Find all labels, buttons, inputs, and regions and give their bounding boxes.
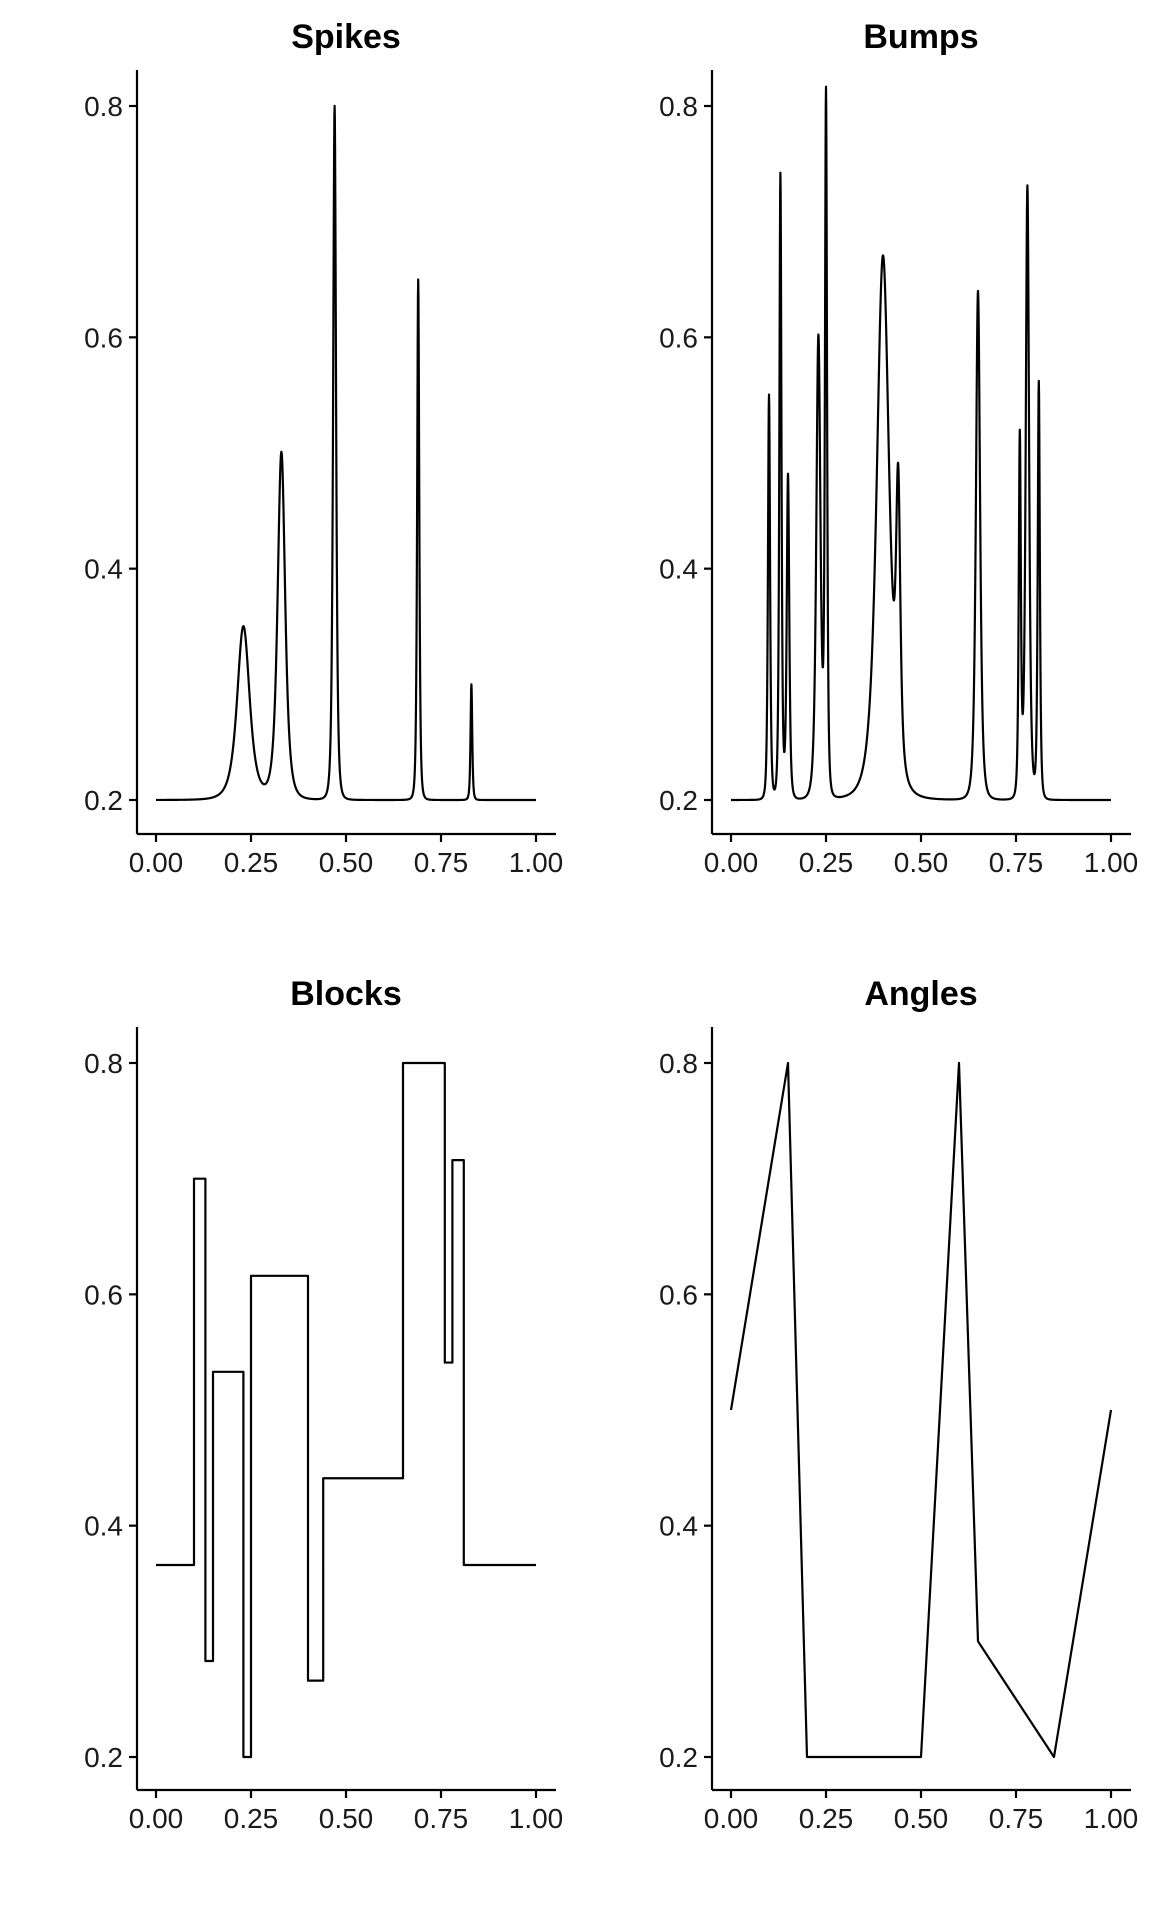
series-line bbox=[729, 1061, 1113, 1759]
y-tick-label: 0.8 bbox=[659, 91, 698, 122]
chart-title: Spikes bbox=[291, 18, 401, 56]
x-tick-label: 0.25 bbox=[224, 1803, 279, 1834]
y-tick-label: 0.8 bbox=[84, 91, 123, 122]
x-tick-label: 0.00 bbox=[129, 1803, 184, 1834]
chart-panel-bumps: Bumps 0.2 0.4 0.6 0.8 0.00 0.25 0.50 0.75 1.00 bbox=[659, 18, 1138, 878]
x-tick-label: 1.00 bbox=[509, 847, 564, 878]
y-tick-label: 0.6 bbox=[84, 322, 123, 353]
y-tick-label: 0.2 bbox=[659, 1742, 698, 1773]
chart-panel-blocks: Blocks 0.2 0.4 0.6 0.8 0.00 0.25 0.50 0.75 1.00 bbox=[84, 975, 563, 1834]
x-tick-label: 0.00 bbox=[704, 1803, 759, 1834]
chart-title: Bumps bbox=[863, 18, 978, 56]
x-tick-label: 0.75 bbox=[414, 1803, 469, 1834]
y-tick-label: 0.6 bbox=[84, 1279, 123, 1310]
x-tick-label: 0.50 bbox=[894, 1803, 949, 1834]
y-tick-label: 0.6 bbox=[659, 322, 698, 353]
y-tick-label: 0.4 bbox=[659, 554, 698, 585]
x-tick-label: 0.25 bbox=[799, 847, 854, 878]
y-tick-label: 0.2 bbox=[84, 1742, 123, 1773]
x-tick-label: 0.75 bbox=[989, 1803, 1044, 1834]
y-tick-label: 0.4 bbox=[84, 554, 123, 585]
x-tick-label: 1.00 bbox=[1084, 1803, 1139, 1834]
x-tick-label: 0.00 bbox=[704, 847, 759, 878]
chart-panel-angles: Angles 0.2 0.4 0.6 0.8 0.00 0.25 0.50 0.75 1.00 bbox=[659, 975, 1138, 1834]
series-line bbox=[730, 85, 1112, 802]
x-tick-label: 0.25 bbox=[224, 847, 279, 878]
x-tick-label: 1.00 bbox=[509, 1803, 564, 1834]
y-tick-label: 0.6 bbox=[659, 1279, 698, 1310]
chart-title: Blocks bbox=[290, 975, 402, 1013]
y-tick-label: 0.8 bbox=[84, 1048, 123, 1079]
x-tick-label: 1.00 bbox=[1084, 847, 1139, 878]
chart-panel-spikes: Spikes 0.2 0.4 0.6 0.8 0.00 0.25 0.50 0.75 1.00 bbox=[84, 18, 563, 878]
series-line bbox=[155, 104, 537, 802]
x-tick-label: 0.50 bbox=[319, 1803, 374, 1834]
y-tick-label: 0.8 bbox=[659, 1048, 698, 1079]
series-line bbox=[156, 1061, 536, 1759]
y-tick-label: 0.2 bbox=[84, 785, 123, 816]
y-tick-label: 0.4 bbox=[659, 1511, 698, 1542]
x-tick-label: 0.75 bbox=[414, 847, 469, 878]
x-tick-label: 0.50 bbox=[894, 847, 949, 878]
x-tick-label: 0.50 bbox=[319, 847, 374, 878]
y-tick-label: 0.2 bbox=[659, 785, 698, 816]
y-tick-label: 0.4 bbox=[84, 1511, 123, 1542]
x-tick-label: 0.75 bbox=[989, 847, 1044, 878]
x-tick-label: 0.00 bbox=[129, 847, 184, 878]
chart-title: Angles bbox=[864, 975, 977, 1013]
x-tick-label: 0.25 bbox=[799, 1803, 854, 1834]
